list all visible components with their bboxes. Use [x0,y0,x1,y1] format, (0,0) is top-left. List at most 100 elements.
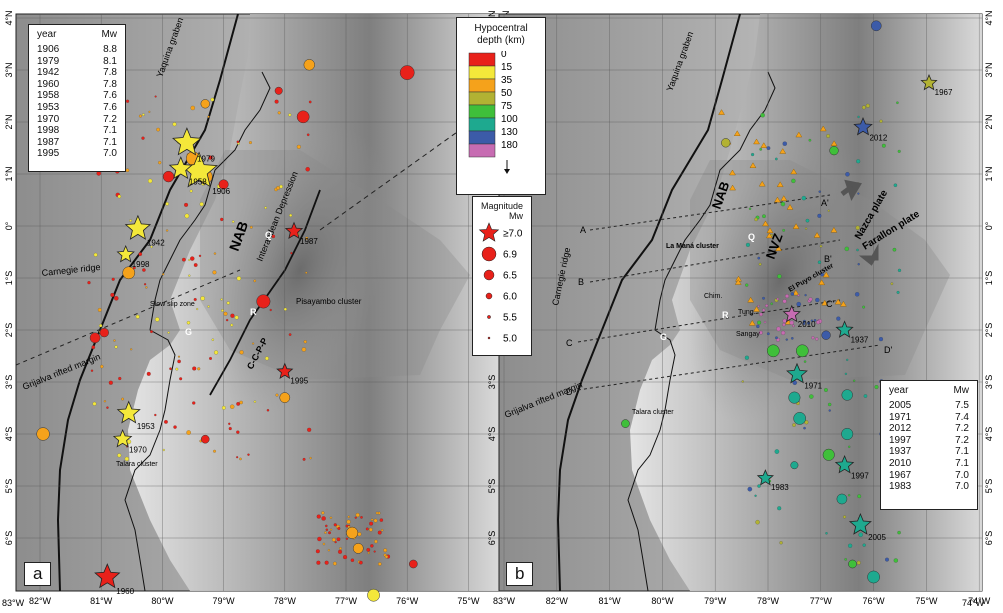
volcano-triangle-icon [795,131,803,138]
panel-b-profile-d [577,344,881,391]
small-event-dot [782,228,786,232]
small-event-dot [347,515,350,518]
earthquake-circle [256,294,271,309]
small-event-dot [379,518,384,522]
table-cell-year: 2005 [889,400,912,411]
small-event-dot [828,409,831,412]
small-event-dot [775,336,778,340]
small-event-dot [897,530,901,535]
small-event-dot [808,297,813,302]
volcano-triangle-icon [762,220,769,227]
small-event-dot [150,245,153,249]
earthquake-star-icon [782,304,801,323]
small-event-dot [117,453,122,458]
table-row: 1979 8.1 [29,56,125,68]
small-event-dot [228,427,232,431]
lat-tick-label-right: 3°N [984,62,994,77]
table-b-header-year: year [889,385,909,396]
small-event-dot [184,213,190,219]
small-event-dot [790,292,795,296]
small-event-dot [190,256,195,261]
earthquake-circle [836,493,848,505]
small-event-dot [757,305,760,308]
small-event-dot [893,558,898,563]
depth-color-swatch [468,130,496,145]
earthquake-circle [867,570,880,584]
volcano-triangle-icon [790,168,798,175]
small-event-dot [824,388,828,392]
lat-tick-label: 2°S [4,323,14,338]
small-event-dot [91,345,96,350]
small-event-dot [762,214,766,219]
depth-class-label: 75 [501,101,513,112]
small-event-dot [762,296,765,300]
small-event-dot [811,336,815,340]
earthquake-circle [821,330,831,340]
small-event-dot [856,560,861,565]
event-year-label: 2012 [869,133,887,142]
small-event-dot [329,516,333,519]
small-event-dot [803,319,806,323]
panel-b-tag: b [506,562,534,586]
small-event-dot [175,367,179,371]
small-event-dot [164,419,168,424]
small-event-dot [857,263,860,266]
small-event-dot [865,103,870,108]
small-event-dot [213,449,216,453]
lat-tick-label: 3°N [4,62,14,77]
panel-b-profile-c [577,299,841,343]
table-cell-year: 1983 [889,481,912,493]
lon-tick-label: 74°W [968,596,991,606]
small-event-dot [188,274,191,277]
lon-tick-label: 76°W [396,596,419,606]
small-event-dot [813,319,817,322]
small-event-dot [325,528,329,531]
earthquake-circle [296,110,310,124]
small-event-dot [162,448,165,452]
volcano-triangle-icon [753,306,760,312]
small-event-dot [336,537,341,542]
small-event-dot [162,273,165,276]
small-event-dot [266,409,270,412]
volcano-triangle-icon [718,109,725,115]
small-event-dot [132,266,136,270]
depth-color-scale: 0 15 35 50 75 100 130 180 [468,49,518,174]
event-year-label: 1937 [851,336,869,345]
lon-tick-label: 75°W [915,596,938,606]
plate-arrow-down-icon [858,243,879,266]
table-cell-mw: 7.1 [955,446,969,458]
small-event-dot [154,413,157,417]
small-event-dot [803,426,806,430]
event-year-label: 1987 [300,237,318,246]
small-event-dot [321,516,326,521]
small-event-dot [857,115,860,119]
small-event-dot [355,513,360,518]
magnitude-legend-subtitle: Mw [509,211,523,221]
panel-b-andes [688,136,872,424]
small-event-dot [779,541,783,545]
small-event-dot [792,324,795,328]
lat-tick-label: 3°S [4,375,14,390]
table-row: 2005 7.5 [881,400,977,412]
volcano-triangle-icon [786,204,794,210]
small-event-dot [756,324,760,329]
small-event-dot [213,252,217,255]
table-row: 1937 7.1 [881,446,977,458]
depth-color-swatch [468,143,496,158]
small-event-dot [148,178,153,184]
small-event-dot [106,406,109,409]
small-event-dot [754,217,758,222]
small-event-dot [275,393,279,397]
small-event-dot [220,217,224,222]
lat-tick-label: 5°S [487,479,497,494]
depth-class-label: 100 [501,114,518,125]
panel-a-dashed-line-2 [15,269,241,366]
small-event-dot [99,324,103,328]
lat-tick-label-right: 4°N [984,10,994,25]
table-cell-mw: 7.0 [103,148,117,160]
small-event-dot [239,350,244,355]
small-event-dot [220,298,223,301]
lat-tick-label-right: 2°S [984,323,994,338]
earthquake-circle [766,344,780,358]
